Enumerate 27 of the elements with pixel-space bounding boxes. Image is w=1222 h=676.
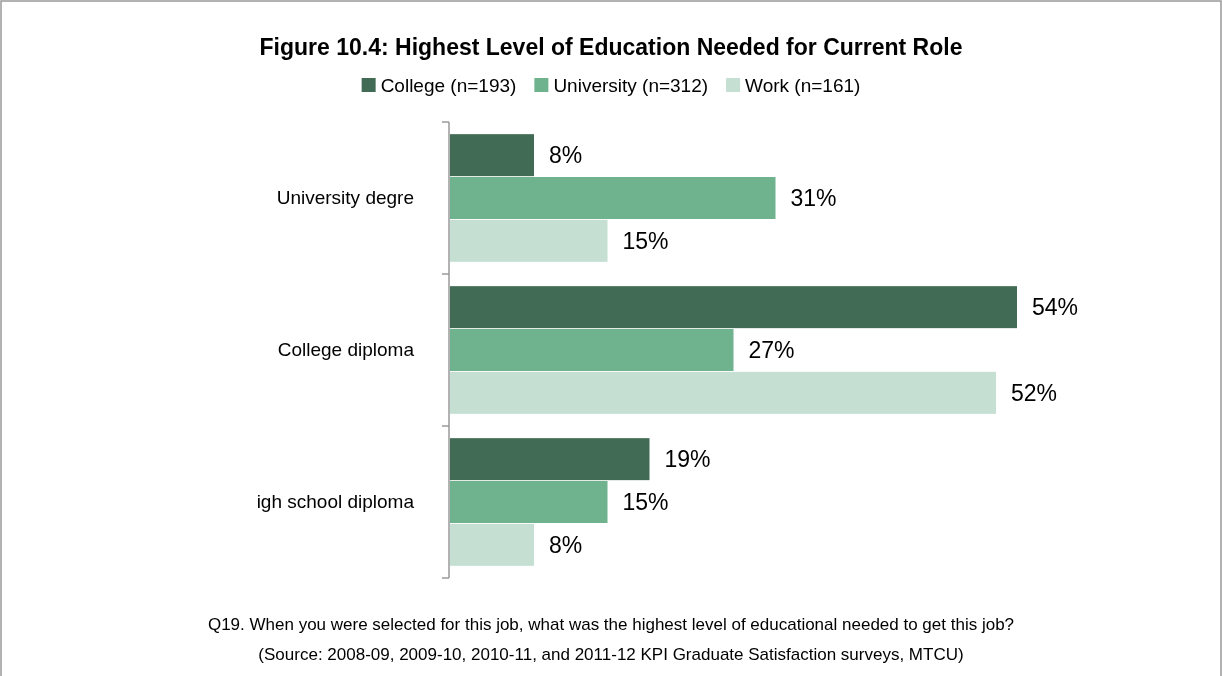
text: Q19. When you were selected for this job, what was the highest level of educational needed to get this job? bbox=[207, 615, 1015, 634]
legend-label: Work (n=161) bbox=[745, 75, 861, 96]
data-label: 8% bbox=[549, 531, 583, 558]
bar bbox=[450, 134, 534, 177]
bar bbox=[450, 371, 996, 414]
legend-label: University (n=312) bbox=[553, 75, 709, 96]
data-label: 54% bbox=[1032, 294, 1079, 321]
chart-title: Figure 10.4: Highest Level of Education Needed for Current Role bbox=[259, 34, 963, 60]
text: (Source: 2008-09, 2009-10, 2010-11, and 2011-12 KPI Graduate Satisfaction surveys, MTCU) bbox=[258, 645, 964, 664]
data-label: 19% bbox=[664, 446, 711, 473]
y-tick-label: igh school diploma bbox=[256, 491, 415, 513]
data-label: 8% bbox=[549, 142, 583, 169]
bar bbox=[450, 219, 608, 262]
data-label: 52% bbox=[1011, 379, 1058, 406]
bar bbox=[450, 481, 608, 523]
bar bbox=[450, 438, 650, 481]
y-tick-label: College diploma bbox=[277, 339, 415, 361]
data-label: 27% bbox=[748, 337, 795, 364]
bar bbox=[450, 286, 1017, 329]
data-label: 15% bbox=[622, 227, 669, 254]
bar bbox=[450, 329, 734, 371]
y-tick-label: University degre bbox=[276, 187, 414, 209]
data-label: 31% bbox=[790, 185, 837, 212]
bar bbox=[450, 177, 776, 219]
legend-label: College (n=193) bbox=[380, 75, 517, 96]
data-label: 15% bbox=[622, 489, 669, 516]
bar bbox=[450, 523, 534, 566]
